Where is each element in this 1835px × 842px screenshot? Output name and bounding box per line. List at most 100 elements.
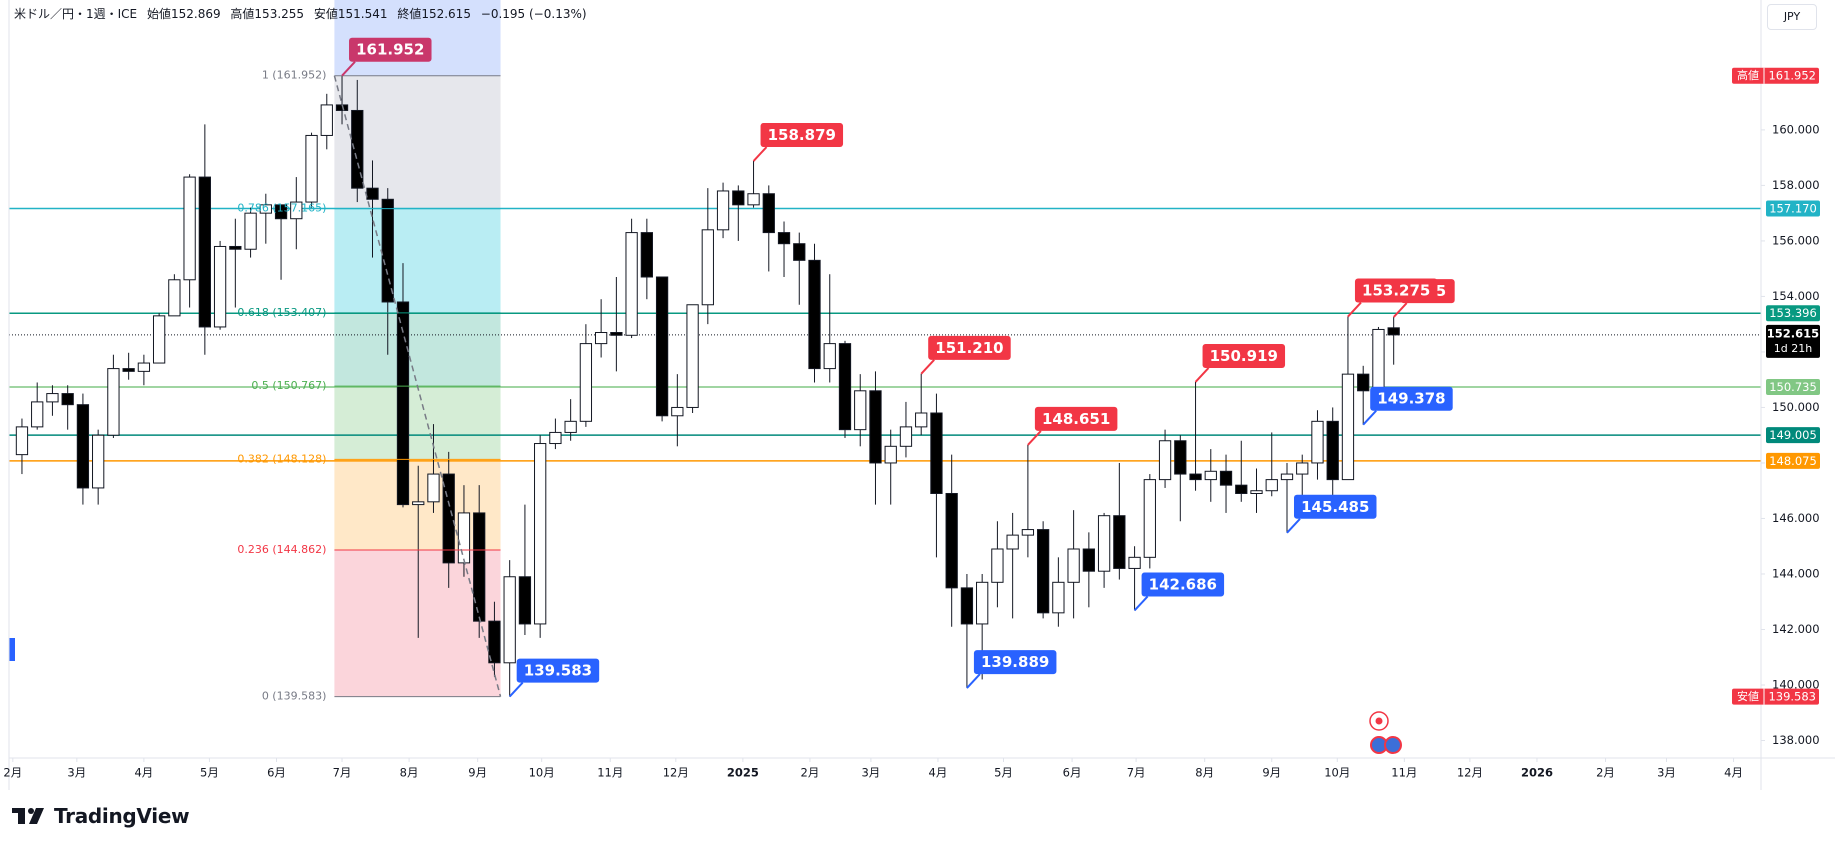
callout-pointer	[920, 359, 935, 375]
candle-body	[305, 134, 318, 203]
fib-trend-line	[333, 75, 502, 697]
callout-label: 145.485	[1301, 498, 1369, 516]
x-tick-label: 10月	[529, 766, 555, 780]
candle-body	[61, 393, 74, 406]
x-tick-label: 2月	[1596, 766, 1615, 780]
candle-body	[747, 193, 760, 206]
level-price-label: 150.735	[1769, 380, 1817, 394]
fib-band	[334, 550, 501, 697]
x-tick-label: 7月	[1127, 766, 1146, 780]
side-marker	[9, 638, 15, 661]
x-tick-label: 5月	[200, 766, 219, 780]
candle-body	[762, 193, 775, 234]
candle-body	[137, 362, 151, 372]
y-tick-label: 160.000	[1772, 122, 1820, 136]
badge-box	[1732, 688, 1819, 705]
callout-box	[1034, 406, 1118, 431]
candle-body	[31, 401, 44, 428]
candle-body	[793, 243, 806, 261]
x-tick-label: 7月	[333, 766, 352, 780]
level-price-label: 148.075	[1769, 454, 1817, 468]
fib-band	[334, 208, 501, 313]
x-tick-label: 4月	[929, 766, 948, 780]
candle-body	[1357, 373, 1370, 392]
logo[interactable]: TradingView	[12, 804, 190, 828]
candle-body	[1235, 484, 1248, 494]
candle-body	[1280, 473, 1294, 481]
candle-body	[976, 581, 989, 625]
candle-body	[1219, 470, 1233, 486]
x-tick-label: 2026	[1521, 766, 1553, 780]
level-price-box	[1766, 379, 1820, 396]
candle-body	[594, 332, 608, 345]
candle-body	[701, 229, 714, 306]
callout-pointer	[1286, 518, 1301, 534]
candle-body	[1311, 420, 1324, 464]
callout-pointer	[1194, 367, 1210, 383]
candle-body	[1372, 328, 1385, 392]
callout-box	[1293, 494, 1377, 519]
candle-body	[1204, 470, 1217, 481]
fib-level-label: 0.618 (153.407)	[237, 306, 326, 319]
candle-body	[869, 390, 882, 464]
fib-level-label: 0.5 (150.767)	[251, 379, 326, 392]
candle-body	[716, 190, 730, 231]
candle-body	[122, 368, 135, 372]
callout-label: 153.275	[1362, 282, 1430, 300]
candle-body	[991, 548, 1004, 583]
candle-body	[1006, 534, 1019, 550]
current-price-box	[1766, 324, 1820, 358]
x-tick-label: 2月	[801, 766, 820, 780]
candle-body	[671, 406, 684, 417]
callout-box	[349, 37, 432, 62]
callout-label: 149.378	[1377, 390, 1445, 408]
close: 終値152.615	[397, 7, 471, 21]
candle-body	[777, 232, 791, 245]
candle-body	[625, 232, 638, 336]
candle-body	[229, 245, 242, 250]
callout-label: 151.210	[935, 339, 1003, 357]
candle-body	[488, 620, 501, 664]
candle-body	[152, 315, 166, 364]
fib-level-label: 0.382 (148.128)	[237, 452, 326, 465]
candle-body	[1250, 490, 1263, 494]
callout-box	[760, 123, 844, 148]
candle-body	[732, 190, 745, 206]
candle-body	[899, 426, 913, 447]
candle-body	[442, 473, 455, 564]
callout-label: 148.651	[1042, 410, 1110, 428]
fib-level-label: 0.236 (144.862)	[237, 543, 326, 556]
y-tick-label: 154.000	[1772, 289, 1820, 303]
candle-body	[1021, 529, 1035, 536]
callout-box	[1354, 278, 1438, 303]
candle-body	[854, 390, 867, 431]
candle-body	[945, 492, 958, 589]
callout-label: 150.919	[1210, 347, 1278, 365]
x-tick-label: 5月	[994, 766, 1013, 780]
candle-body	[1387, 327, 1400, 336]
y-tick-label: 146.000	[1772, 511, 1820, 525]
candle-body	[46, 393, 59, 403]
callout-label: 139.583	[524, 662, 592, 680]
candle-body	[198, 176, 211, 328]
candle-body	[640, 232, 653, 278]
x-tick-label: 9月	[468, 766, 487, 780]
candle-body	[1036, 529, 1050, 614]
callout-box	[928, 335, 1011, 360]
event-icon-dot	[1375, 717, 1383, 725]
x-tick-label: 4月	[1724, 766, 1743, 780]
candle-body	[107, 368, 120, 436]
candle-body	[15, 426, 29, 456]
currency-button[interactable]: JPY	[1767, 4, 1817, 30]
candle-body	[274, 204, 288, 220]
candle-body	[564, 420, 577, 433]
candle-body	[320, 104, 333, 136]
fib-band	[334, 386, 501, 460]
y-tick-label: 140.000	[1772, 678, 1820, 692]
badge-value: 161.952	[1768, 69, 1816, 83]
event-icon[interactable]	[1369, 711, 1389, 731]
event-flag[interactable]	[1384, 736, 1402, 754]
callout-pointer	[1347, 301, 1362, 318]
candle-body	[366, 187, 379, 200]
